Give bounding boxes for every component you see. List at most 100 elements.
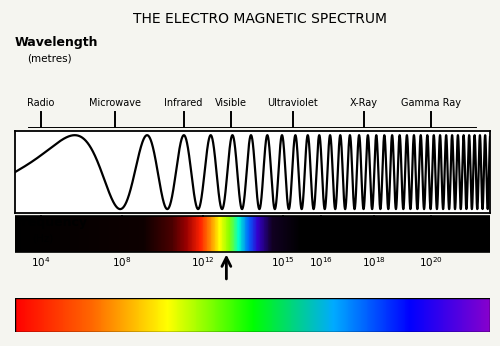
Bar xyxy=(476,298,477,332)
Bar xyxy=(196,298,197,332)
Bar xyxy=(158,298,159,332)
Bar xyxy=(107,298,108,332)
Bar xyxy=(252,216,253,252)
Bar xyxy=(221,216,222,252)
Bar xyxy=(343,216,344,252)
Bar xyxy=(70,216,71,252)
Bar xyxy=(35,298,36,332)
Bar xyxy=(277,298,278,332)
Bar xyxy=(194,298,196,332)
Bar xyxy=(34,216,35,252)
Bar xyxy=(160,216,162,252)
Bar xyxy=(487,298,488,332)
Bar xyxy=(402,216,404,252)
Bar xyxy=(480,298,481,332)
Bar xyxy=(57,216,58,252)
Bar xyxy=(264,216,266,252)
Bar xyxy=(82,298,84,332)
Bar xyxy=(66,298,68,332)
Bar xyxy=(365,216,366,252)
Bar xyxy=(151,216,152,252)
Bar xyxy=(205,298,206,332)
Bar xyxy=(227,216,228,252)
Bar xyxy=(192,216,193,252)
Bar xyxy=(300,216,302,252)
Bar xyxy=(121,216,122,252)
Bar xyxy=(411,216,412,252)
Bar xyxy=(230,216,232,252)
Bar xyxy=(464,298,465,332)
Bar xyxy=(320,216,321,252)
Bar xyxy=(116,298,117,332)
Bar xyxy=(330,298,332,332)
Bar xyxy=(175,216,176,252)
Bar xyxy=(214,298,216,332)
Bar xyxy=(53,298,54,332)
Bar xyxy=(474,298,476,332)
Bar xyxy=(298,298,300,332)
Bar xyxy=(210,298,212,332)
Bar xyxy=(382,216,383,252)
Bar xyxy=(156,216,157,252)
Bar xyxy=(263,298,264,332)
Bar xyxy=(194,216,196,252)
Bar xyxy=(142,298,143,332)
Bar xyxy=(189,216,190,252)
Bar xyxy=(258,298,260,332)
Bar xyxy=(430,216,431,252)
Bar xyxy=(40,298,42,332)
Bar xyxy=(114,298,115,332)
Bar xyxy=(361,298,362,332)
Bar xyxy=(118,298,119,332)
Bar xyxy=(480,298,482,332)
Bar xyxy=(403,216,404,252)
Bar xyxy=(386,216,387,252)
Bar xyxy=(185,298,186,332)
Bar xyxy=(198,298,199,332)
Bar xyxy=(434,298,436,332)
Bar xyxy=(406,298,407,332)
Bar xyxy=(286,216,287,252)
Bar xyxy=(148,216,150,252)
Bar xyxy=(228,298,229,332)
Bar xyxy=(397,298,398,332)
Bar xyxy=(227,298,228,332)
Bar xyxy=(292,216,294,252)
Bar xyxy=(128,298,130,332)
Bar xyxy=(471,298,472,332)
Bar xyxy=(453,298,454,332)
Bar xyxy=(140,216,141,252)
Bar xyxy=(286,216,288,252)
Bar xyxy=(64,216,66,252)
Bar xyxy=(80,216,81,252)
Bar xyxy=(316,216,318,252)
Bar xyxy=(230,298,231,332)
Bar xyxy=(184,216,185,252)
Bar xyxy=(288,298,289,332)
Bar xyxy=(306,216,307,252)
Bar xyxy=(468,298,469,332)
Bar xyxy=(164,298,166,332)
Bar xyxy=(248,216,249,252)
Text: (metres): (metres) xyxy=(28,54,72,64)
Bar xyxy=(218,216,219,252)
Bar xyxy=(66,216,67,252)
Bar xyxy=(183,298,184,332)
Bar xyxy=(370,216,371,252)
Bar xyxy=(44,216,45,252)
Bar xyxy=(319,298,320,332)
Bar xyxy=(310,216,312,252)
Bar xyxy=(335,298,336,332)
Text: $10^{8}$: $10^{8}$ xyxy=(112,255,132,269)
Bar xyxy=(276,216,278,252)
Bar xyxy=(312,298,314,332)
Text: Microwave: Microwave xyxy=(89,98,141,108)
Bar xyxy=(354,216,355,252)
Bar xyxy=(77,298,78,332)
Bar xyxy=(440,298,442,332)
Bar xyxy=(302,216,304,252)
Bar xyxy=(127,298,128,332)
Bar xyxy=(298,216,300,252)
Bar xyxy=(61,216,62,252)
Bar xyxy=(134,216,136,252)
